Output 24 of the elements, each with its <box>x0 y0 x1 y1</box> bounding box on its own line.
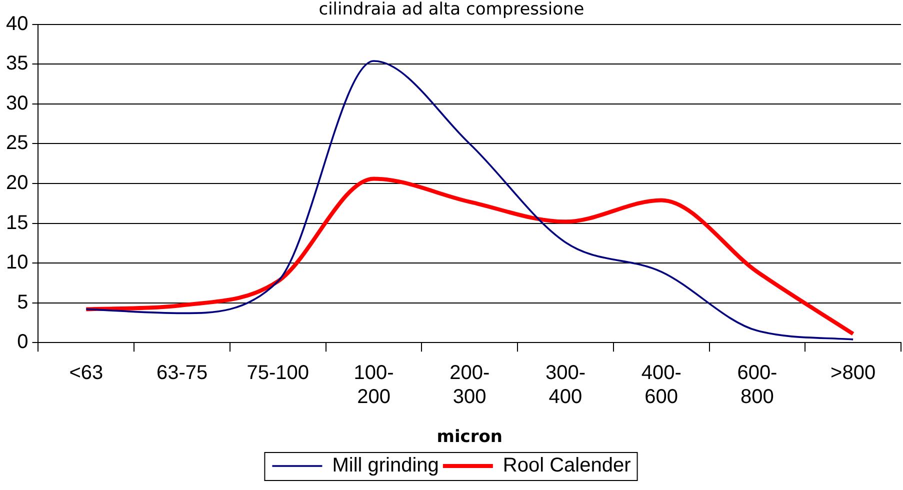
legend-label: Rool Calender <box>502 454 632 477</box>
x-tick-label: 63-75 <box>156 362 208 384</box>
x-tick-label: 400-600 <box>641 362 682 408</box>
x-tick-label: 100-200 <box>354 362 394 408</box>
y-tick-label: 40 <box>6 12 28 35</box>
y-tick-label: 20 <box>6 172 28 194</box>
legend-label: Mill grinding <box>332 454 439 477</box>
x-tick-label: <63 <box>69 362 104 384</box>
y-tick-label: 15 <box>6 212 28 234</box>
x-tick-label: >800 <box>830 362 876 384</box>
y-tick-label: 0 <box>17 331 28 354</box>
x-tick-label: 300-400 <box>545 362 586 408</box>
y-tick-label: 25 <box>6 132 28 154</box>
x-tick-label: 75-100 <box>246 362 310 384</box>
x-tick-label: 600-800 <box>737 362 778 408</box>
line-series <box>85 60 854 340</box>
line-series <box>84 176 856 336</box>
x-axis-title: micron <box>436 427 503 448</box>
chart-title: cilindraia ad alta compressione <box>318 0 584 20</box>
x-tick-label: 200-300 <box>450 362 490 408</box>
y-tick-label: 5 <box>17 291 28 314</box>
y-tick-label: 30 <box>6 92 28 114</box>
y-tick-label: 35 <box>6 52 28 75</box>
y-tick-label: 10 <box>6 252 28 274</box>
